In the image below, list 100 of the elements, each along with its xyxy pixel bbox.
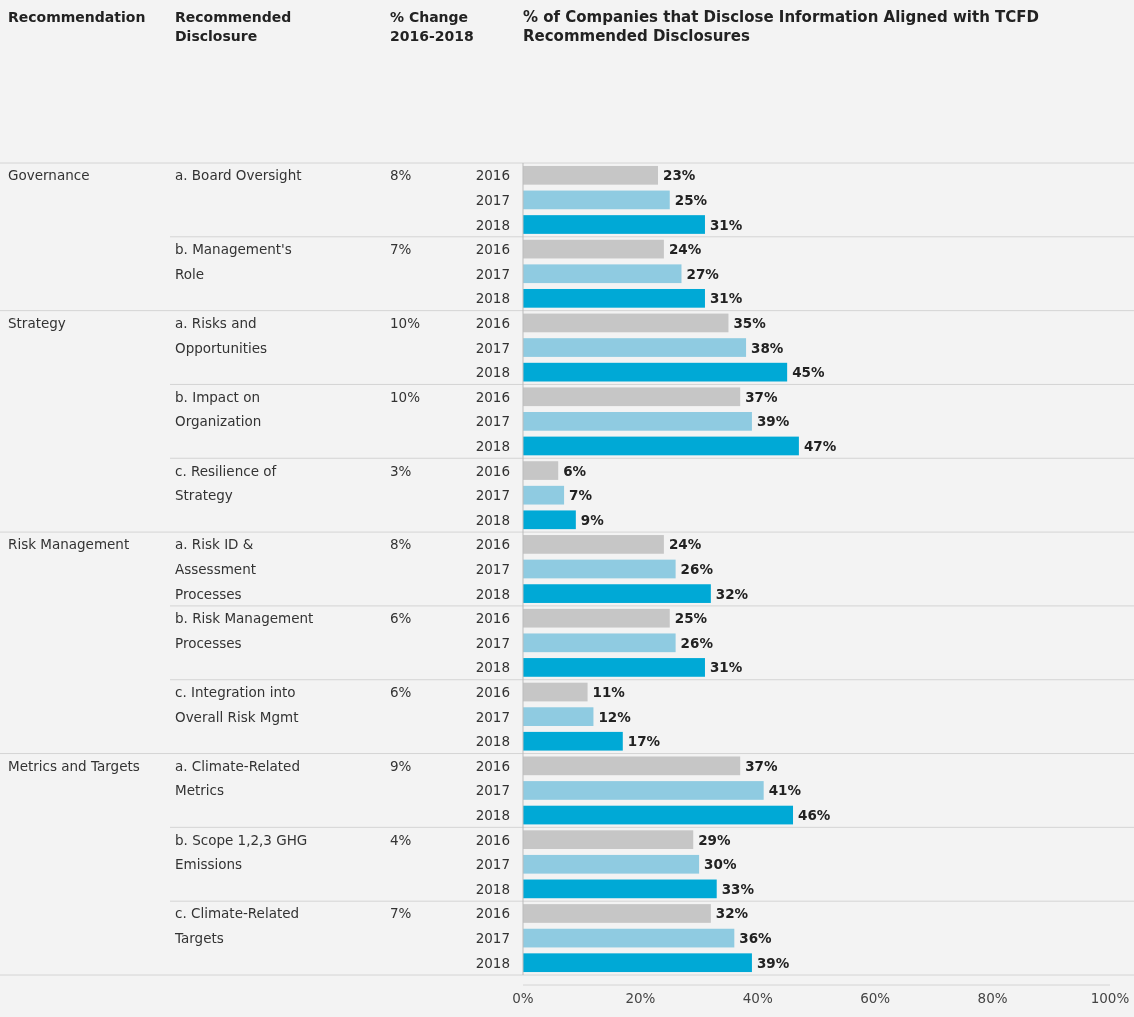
y-tick-label: 2018	[475, 290, 510, 307]
bar	[523, 190, 670, 210]
data-label: 41%	[768, 782, 802, 799]
x-tick-label: 20%	[625, 990, 656, 1006]
bar	[523, 436, 799, 456]
text: Recommended Disclosure	[175, 9, 292, 44]
y-tick-label: 2018	[475, 585, 510, 602]
text: % Change 2016-2018	[390, 9, 474, 44]
bar	[523, 854, 700, 874]
data-label: 25%	[674, 191, 708, 208]
data-label: 30%	[704, 856, 737, 873]
bar	[523, 288, 705, 308]
text: 9%	[390, 757, 412, 774]
text: 4%	[390, 831, 412, 848]
data-label: 37%	[745, 757, 778, 774]
data-label: 9%	[580, 511, 605, 528]
y-tick-label: 2018	[475, 733, 510, 750]
bar	[523, 707, 594, 726]
text: Recommendation	[8, 9, 146, 25]
y-tick-label: 2018	[475, 659, 510, 676]
data-label: 27%	[686, 265, 720, 282]
y-tick-label: 2016	[475, 536, 510, 553]
data-label: 12%	[598, 708, 632, 725]
y-tick-label: 2017	[475, 191, 510, 208]
y-tick-label: 2017	[475, 413, 510, 430]
y-tick-label: 2018	[475, 880, 510, 897]
bar	[523, 412, 752, 431]
x-tick-label: 60%	[860, 990, 891, 1006]
data-label: 31%	[709, 290, 743, 307]
data-label: 31%	[709, 216, 743, 233]
y-tick-label: 2017	[475, 634, 510, 651]
text: b. Impact on Organization	[175, 388, 262, 430]
x-tick-label: 40%	[742, 990, 773, 1006]
text: Strategy	[8, 314, 66, 331]
text: 7%	[390, 241, 412, 258]
y-tick-label: 2016	[475, 388, 510, 405]
bar	[523, 805, 794, 825]
bar	[523, 781, 764, 800]
text: 7%	[390, 905, 412, 922]
data-label: 32%	[715, 585, 749, 602]
data-label: 26%	[680, 634, 714, 651]
y-tick-label: 2018	[475, 954, 510, 971]
data-label: 37%	[745, 388, 778, 405]
y-tick-label: 2017	[475, 782, 510, 799]
data-label: 25%	[674, 610, 708, 627]
text: 3%	[390, 462, 412, 479]
y-tick-label: 2018	[475, 364, 510, 381]
data-label: 29%	[698, 831, 732, 848]
x-tick-label: 0%	[512, 990, 534, 1006]
y-tick-label: 2016	[475, 757, 510, 774]
y-tick-label: 2016	[475, 905, 510, 922]
x-tick-label: 80%	[977, 990, 1008, 1006]
bar	[523, 510, 576, 530]
data-label: 24%	[668, 536, 702, 553]
y-tick-label: 2017	[475, 930, 510, 947]
bar	[523, 559, 676, 579]
bar	[523, 633, 676, 653]
bar	[523, 879, 717, 899]
chart-title: % of Companies that Disclose Information Aligned with TCFD Recommended Disclosures	[523, 8, 1040, 45]
text: c. Resilience of Strategy	[175, 462, 278, 504]
data-label: 39%	[756, 954, 790, 971]
text: Governance	[8, 167, 90, 184]
bar	[523, 264, 682, 284]
data-label: 35%	[733, 314, 767, 331]
x-tick-label: 100%	[1090, 990, 1130, 1006]
y-tick-label: 2017	[475, 856, 510, 873]
text: Metrics and Targets	[8, 757, 140, 774]
text: a. Risks and Opportunities	[175, 314, 268, 356]
y-tick-label: 2017	[475, 339, 510, 356]
y-tick-label: 2017	[475, 561, 510, 577]
y-tick-label: 2017	[475, 265, 510, 282]
data-label: 47%	[803, 437, 837, 454]
bar	[523, 731, 623, 751]
data-label: 7%	[569, 487, 593, 504]
data-label: 45%	[792, 364, 825, 381]
data-label: 6%	[563, 462, 587, 479]
y-tick-label: 2018	[475, 511, 510, 528]
data-label: 39%	[756, 413, 790, 430]
data-label: 17%	[627, 733, 661, 750]
bar	[523, 584, 711, 603]
text: c. Integration into Overall Risk Mgmt	[175, 684, 299, 725]
text: 8%	[390, 167, 412, 184]
bar	[523, 928, 735, 948]
y-tick-label: 2016	[475, 610, 510, 627]
text: 8%	[390, 536, 412, 553]
data-label: 38%	[751, 339, 784, 356]
text: b. Risk Management Processes	[175, 610, 314, 651]
data-label: 46%	[798, 807, 831, 824]
text: b. Management's Role	[175, 241, 292, 282]
bar	[523, 338, 747, 357]
data-label: 24%	[668, 241, 702, 258]
bar	[523, 953, 752, 973]
text: 10%	[390, 314, 421, 331]
y-tick-label: 2018	[475, 807, 510, 824]
text: 6%	[390, 684, 412, 701]
text: a. Board Oversight	[175, 167, 302, 184]
data-label: 33%	[721, 880, 755, 897]
y-tick-label: 2016	[475, 241, 510, 258]
y-tick-label: 2016	[475, 167, 510, 184]
text: a. Climate-Related Metrics	[175, 757, 300, 799]
